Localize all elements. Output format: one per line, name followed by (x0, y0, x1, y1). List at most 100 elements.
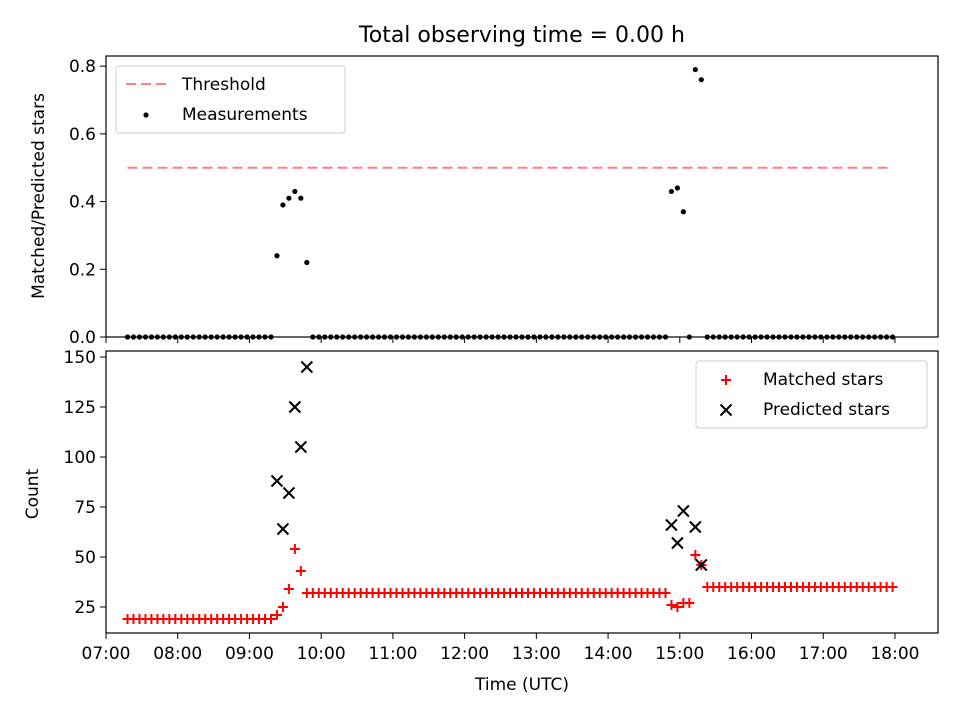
measurement-point (549, 334, 555, 340)
measurement-point (358, 334, 364, 340)
measurement-point (405, 334, 412, 340)
bottom-y-tick-label: 100 (64, 448, 96, 468)
measurement-point (154, 334, 161, 340)
matched-star-marker (289, 544, 300, 554)
measurement-point (621, 334, 627, 340)
measurement-point (758, 334, 764, 340)
measurement-point (387, 334, 394, 340)
matched-star-marker (660, 588, 671, 598)
measurement-point (836, 334, 842, 340)
measurement-point (274, 253, 280, 259)
predicted-star-b (282, 486, 296, 500)
measurement-point (316, 334, 322, 340)
measurement-point (363, 334, 370, 340)
legend-measurements-label: Measurements (182, 105, 308, 125)
x-tick-label: 13:00 (512, 644, 561, 664)
measurement-point (782, 334, 788, 340)
measurement-point (668, 188, 675, 195)
top-legend: Threshold Measurements (115, 65, 346, 134)
measurement-point (788, 334, 794, 340)
measurement-point (124, 334, 131, 340)
measurement-point (525, 334, 531, 340)
matched-star-marker (887, 582, 898, 592)
predicted-star-b (695, 558, 708, 572)
measurement-point (310, 334, 316, 340)
measurement-point (292, 188, 298, 195)
measurement-point (423, 334, 429, 340)
bottom-y-tick-label: 75 (74, 498, 96, 518)
predicted-star-b (665, 518, 678, 532)
measurement-point (537, 334, 543, 340)
measurement-point (680, 209, 686, 215)
measurement-point (501, 334, 507, 340)
measurement-point (644, 334, 651, 340)
measurement-point (184, 334, 190, 340)
legend-matched-label: Matched stars (763, 370, 883, 390)
measurement-point (328, 334, 334, 340)
x-axis-label: Time (UTC) (474, 675, 569, 695)
bottom-legend: Matched stars Predicted stars (695, 360, 928, 429)
measurement-point (369, 334, 376, 340)
measurement-point (226, 334, 232, 340)
measurement-point (166, 334, 172, 340)
measurement-point (806, 334, 812, 340)
measurement-point (794, 334, 800, 340)
measurement-point (866, 334, 872, 340)
x-tick-label: 14:00 (584, 644, 633, 664)
measurement-point (238, 334, 244, 340)
measurement-point (393, 334, 400, 340)
matched-star-marker (295, 566, 306, 576)
bottom-y-tick-label: 125 (64, 398, 96, 418)
measurement-point (136, 334, 143, 340)
bottom-y-tick-label: 25 (74, 598, 96, 618)
predicted-star-b (677, 504, 690, 518)
measurement-point (178, 334, 184, 340)
measurement-point (878, 334, 884, 340)
top-y-tick-label: 0.8 (69, 57, 96, 77)
measurement-point (381, 334, 388, 340)
measurement-point (638, 334, 645, 340)
measurement-point (142, 334, 149, 340)
measurement-point (674, 185, 681, 191)
top-legend-box (115, 65, 346, 134)
measurement-point (483, 334, 489, 340)
bottom-y-tick-label: 50 (74, 548, 96, 568)
measurement-point (148, 334, 155, 340)
measurement-point (172, 334, 178, 340)
measurement-point (872, 334, 878, 340)
measurement-point (800, 334, 806, 340)
measurement-point (603, 334, 609, 340)
x-tick-label: 15:00 (655, 644, 704, 664)
measurement-point (399, 334, 406, 340)
measurement-point (411, 334, 418, 340)
bottom-y-axis-label: Count (23, 468, 43, 519)
x-tick-label: 17:00 (799, 644, 848, 664)
bottom-y-tick-label: 150 (64, 348, 96, 368)
predicted-star-marker (695, 558, 708, 572)
matched-star-marker (666, 600, 677, 610)
measurement-point (507, 334, 513, 340)
top-y-tick-label: 0.4 (69, 193, 96, 213)
predicted-star-b (270, 474, 284, 488)
measurement-point (477, 334, 483, 340)
x-tick-label: 12:00 (440, 644, 489, 664)
top-y-axis-label: Matched/Predicted stars (29, 93, 49, 299)
measurement-point (698, 77, 704, 83)
predicted-star-b (288, 400, 302, 414)
measurement-point (609, 334, 615, 340)
predicted-star-b (300, 360, 314, 374)
measurement-point (770, 334, 776, 340)
matched-star-marker (283, 584, 294, 594)
measurement-point (632, 334, 639, 340)
measurement-point (244, 334, 250, 340)
measurement-point (214, 334, 220, 340)
measurement-point (860, 334, 866, 340)
measurement-point (160, 334, 166, 340)
measurement-point (352, 334, 358, 340)
predicted-star-marker (288, 400, 302, 414)
measurement-point (447, 334, 453, 340)
matched-star-marker (690, 550, 701, 560)
measurement-point (585, 334, 591, 340)
predicted-star-b (671, 536, 684, 550)
measurement-point (752, 334, 758, 340)
